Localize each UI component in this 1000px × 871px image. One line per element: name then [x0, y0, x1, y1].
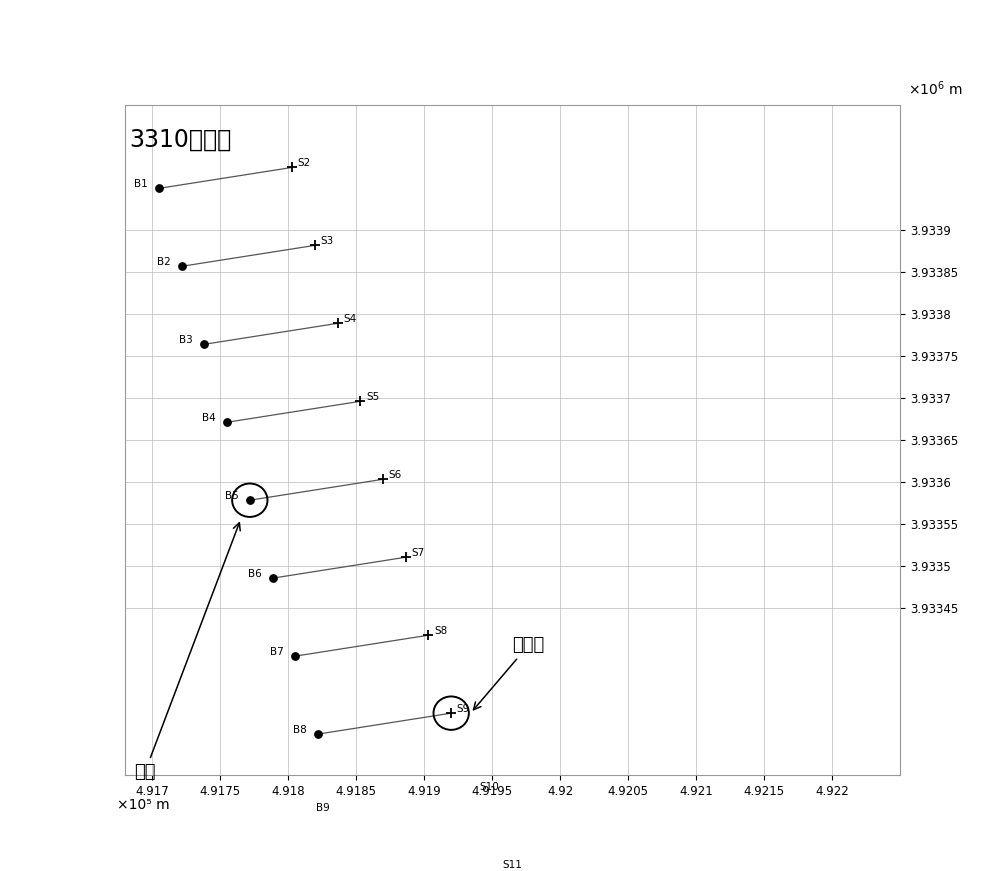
Point	[174, 260, 190, 273]
Point	[333, 805, 349, 819]
Point	[219, 415, 235, 429]
Text: B8: B8	[293, 725, 307, 735]
Text: B9: B9	[316, 803, 329, 813]
Text: S11: S11	[502, 860, 522, 870]
Point	[242, 493, 258, 507]
Point	[287, 649, 303, 663]
Text: B5: B5	[225, 491, 239, 501]
Text: S3: S3	[320, 236, 334, 246]
Point	[151, 181, 167, 195]
Text: S5: S5	[366, 392, 379, 402]
Text: B3: B3	[179, 334, 193, 345]
Text: S7: S7	[411, 548, 425, 557]
Text: S4: S4	[343, 314, 356, 324]
Text: $\times10^6$ m: $\times10^6$ m	[908, 79, 962, 98]
Text: B4: B4	[202, 413, 216, 422]
Text: B6: B6	[248, 569, 261, 579]
Text: S6: S6	[389, 469, 402, 480]
Point	[310, 727, 326, 741]
Text: ×10⁵ m: ×10⁵ m	[117, 798, 170, 812]
Text: S10: S10	[479, 782, 499, 792]
Text: 观测点: 观测点	[474, 637, 545, 710]
Text: B2: B2	[157, 257, 170, 267]
Text: S9: S9	[457, 704, 470, 713]
Text: S2: S2	[298, 158, 311, 168]
Text: 炮点: 炮点	[134, 523, 240, 781]
Text: B7: B7	[270, 647, 284, 657]
Text: 3310工作面: 3310工作面	[129, 128, 231, 152]
Text: B1: B1	[134, 179, 148, 189]
Point	[196, 337, 212, 351]
Point	[265, 571, 281, 585]
Text: S8: S8	[434, 625, 447, 636]
